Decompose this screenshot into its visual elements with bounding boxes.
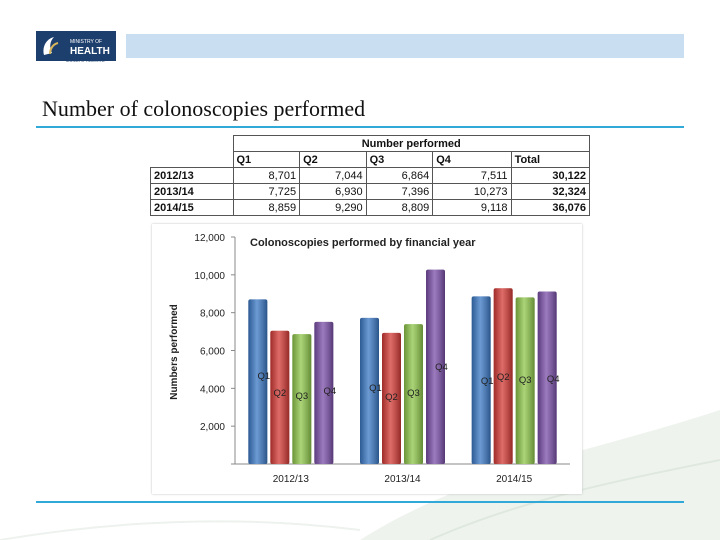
- x-tick-label: 2013/14: [384, 474, 421, 485]
- data-label-q4: Q4: [547, 374, 560, 385]
- cell-q4: 7,511: [432, 167, 512, 184]
- ministry-logo: MINISTRY OF HEALTH: [36, 31, 116, 61]
- data-label-q2: Q2: [385, 392, 398, 403]
- x-tick-label: 2012/13: [273, 474, 310, 485]
- header-total: Total: [510, 151, 591, 168]
- cell-total: 36,076: [510, 199, 591, 216]
- bar-shading: [382, 332, 401, 464]
- data-label-q4: Q4: [323, 386, 336, 397]
- fern-icon: MINISTRY OF HEALTH: [43, 37, 110, 57]
- bar-chart: Colonoscopies performed by financial yea…: [152, 224, 582, 494]
- data-label-q1: Q1: [369, 383, 382, 394]
- table-row: 2013/14 7,725 6,930 7,396 10,273 32,324: [150, 183, 591, 200]
- logo-line2: HEALTH: [70, 46, 110, 57]
- cell-q3: 6,864: [365, 167, 434, 184]
- y-tick-label: 10,000: [194, 271, 225, 282]
- cell-q1: 8,859: [232, 199, 301, 216]
- data-label-q1: Q1: [257, 371, 270, 382]
- data-label-q3: Q3: [407, 388, 420, 399]
- header-q3: Q3: [365, 151, 434, 168]
- cell-q3: 7,396: [365, 183, 434, 200]
- bar-shading: [292, 334, 312, 464]
- y-tick-label: 4,000: [200, 384, 225, 395]
- cell-total: 32,324: [510, 183, 591, 200]
- logo-subtitle: MANATŪ HAUORA: [66, 58, 105, 63]
- bar-shading: [314, 321, 334, 464]
- bar-shading: [515, 297, 535, 464]
- row-year: 2013/14: [150, 183, 234, 200]
- y-axis-label: Numbers performed: [169, 304, 180, 400]
- data-label-q1: Q1: [481, 376, 494, 387]
- table-row: 2014/15 8,859 9,290 8,809 9,118 36,076: [150, 199, 591, 216]
- cell-q2: 9,290: [299, 199, 367, 216]
- data-label-q3: Q3: [519, 375, 532, 386]
- cell-q1: 8,701: [232, 167, 301, 184]
- data-label-q2: Q2: [497, 372, 510, 383]
- data-label-q2: Q2: [273, 388, 286, 399]
- cell-q4: 9,118: [432, 199, 512, 216]
- cell-q3: 8,809: [365, 199, 434, 216]
- cell-total: 30,122: [510, 167, 591, 184]
- row-year: 2014/15: [150, 199, 234, 216]
- footer-divider: [36, 501, 684, 503]
- table-row: 2012/13 8,701 7,044 6,864 7,511 30,122: [150, 167, 591, 184]
- y-tick-label: 12,000: [194, 233, 225, 244]
- chart-canvas: Colonoscopies performed by financial yea…: [169, 233, 570, 485]
- cell-q2: 7,044: [299, 167, 367, 184]
- chart-title: Colonoscopies performed by financial yea…: [250, 237, 476, 249]
- bar-shading: [360, 317, 379, 464]
- y-tick-label: 2,000: [200, 422, 225, 433]
- bar-shading: [248, 299, 268, 464]
- row-year: 2012/13: [150, 167, 234, 184]
- header-band: [126, 34, 684, 58]
- title-divider: [36, 126, 684, 128]
- x-tick-label: 2014/15: [496, 474, 533, 485]
- cell-q4: 10,273: [432, 183, 512, 200]
- table-title: Number performed: [232, 135, 590, 152]
- logo-line1: MINISTRY OF: [70, 39, 102, 45]
- y-tick-label: 8,000: [200, 309, 225, 320]
- numbers-table: Number performed Q1 Q2 Q3 Q4 Total 2012/…: [150, 135, 591, 216]
- bar-shading: [404, 324, 423, 464]
- data-label-q4: Q4: [435, 362, 448, 373]
- cell-q1: 7,725: [232, 183, 301, 200]
- bar-shading: [270, 330, 290, 464]
- slide-title: Number of colonoscopies performed: [42, 96, 366, 121]
- header-q2: Q2: [299, 151, 367, 168]
- y-tick-label: 6,000: [200, 347, 225, 358]
- bar-shading: [426, 269, 445, 464]
- bar-shading: [493, 288, 513, 464]
- bar-shading: [471, 296, 491, 464]
- data-label-q3: Q3: [295, 391, 308, 402]
- header-q1: Q1: [232, 151, 301, 168]
- header-q4: Q4: [432, 151, 512, 168]
- cell-q2: 6,930: [299, 183, 367, 200]
- bar-shading: [537, 291, 557, 464]
